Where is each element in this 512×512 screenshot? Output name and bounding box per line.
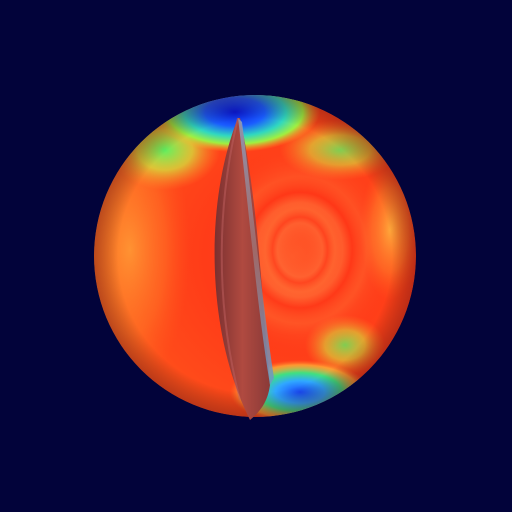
cutaway-wedge <box>214 117 274 420</box>
